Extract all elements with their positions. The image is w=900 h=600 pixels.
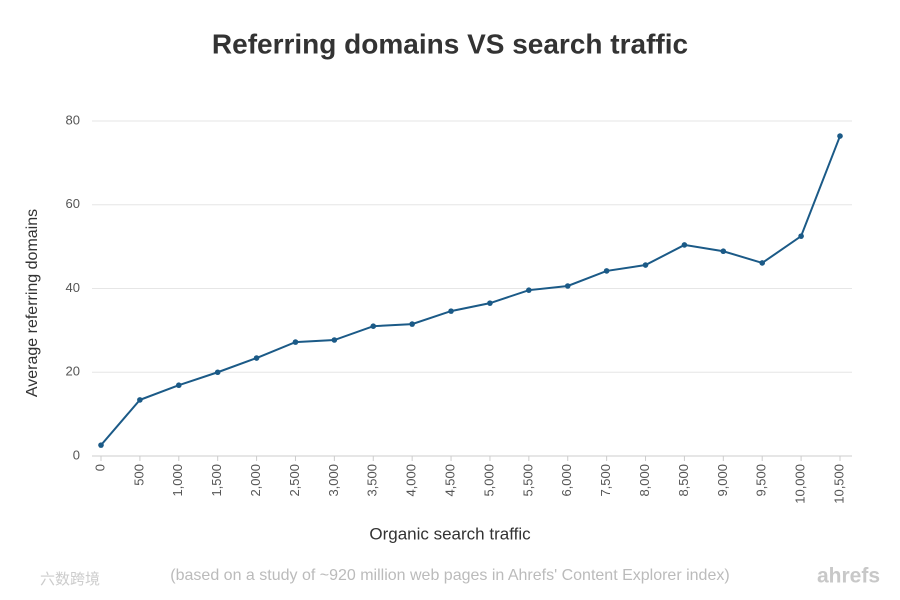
data-point: [487, 300, 493, 306]
x-tick-label: 3,500: [365, 464, 380, 497]
data-point: [798, 233, 804, 239]
data-point: [681, 242, 688, 248]
x-tick-label: 5,500: [520, 464, 535, 497]
data-point: [526, 287, 532, 293]
x-tick-label: 10,500: [831, 464, 846, 504]
x-tick-label: 2,000: [248, 464, 263, 497]
x-tick-label: 4,000: [404, 464, 419, 497]
y-tick-label: 20: [66, 364, 80, 379]
x-tick-label: 9,500: [754, 464, 769, 497]
x-tick-label: 500: [131, 464, 146, 486]
x-tick-label: 2,500: [287, 464, 302, 497]
data-point: [137, 397, 143, 403]
data-point: [370, 323, 377, 329]
x-tick-label: 0: [92, 464, 107, 471]
data-line: [100, 135, 841, 446]
data-point: [214, 369, 221, 376]
data-point: [603, 268, 610, 274]
x-tick-label: 1,000: [170, 464, 185, 497]
x-tick-label: 8,500: [676, 464, 691, 497]
data-point: [331, 337, 338, 343]
x-tick-label: 1,500: [209, 464, 224, 497]
x-tick-label: 6,000: [559, 464, 574, 497]
x-axis-label: Organic search traffic: [369, 524, 531, 543]
data-point: [175, 382, 182, 389]
data-point: [292, 339, 299, 345]
y-axis-label: Average referring domains: [24, 209, 41, 397]
data-point: [720, 248, 727, 255]
x-tick-label: 3,000: [326, 464, 341, 497]
y-tick-label: 80: [66, 112, 80, 127]
footnote: (based on a study of ~920 million web pa…: [170, 567, 729, 584]
data-point: [448, 308, 454, 314]
chart-title: Referring domains VS search traffic: [212, 28, 688, 59]
y-tick-label: 40: [66, 280, 80, 295]
x-tick-label: 8,000: [637, 464, 652, 497]
x-tick-label: 7,500: [598, 464, 613, 497]
data-point: [837, 133, 843, 139]
data-point: [759, 260, 766, 266]
x-tick-label: 5,000: [481, 464, 496, 497]
data-point: [409, 321, 415, 327]
watermark: 六数跨境: [40, 570, 100, 588]
data-point: [642, 262, 649, 268]
data-point: [253, 355, 260, 361]
x-tick-label: 10,000: [793, 464, 808, 504]
y-tick-label: 60: [66, 196, 80, 211]
y-tick-label: 0: [73, 447, 80, 462]
x-tick-label: 4,500: [442, 464, 457, 497]
brand-logo: ahrefs: [817, 565, 880, 588]
data-point: [98, 442, 104, 448]
x-tick-label: 9,000: [715, 464, 730, 497]
data-point: [564, 283, 571, 289]
